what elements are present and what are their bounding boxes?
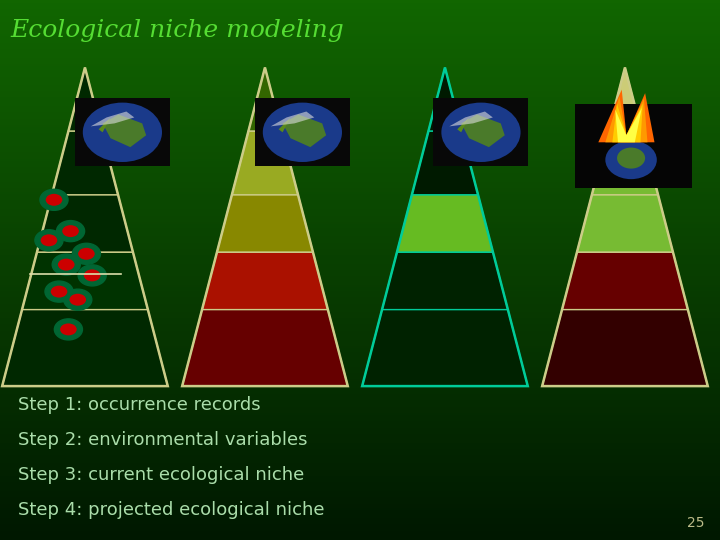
Circle shape	[68, 293, 87, 307]
Polygon shape	[592, 131, 658, 195]
Polygon shape	[457, 117, 469, 132]
Polygon shape	[412, 131, 478, 195]
Circle shape	[35, 230, 63, 251]
Polygon shape	[22, 252, 148, 309]
Polygon shape	[612, 104, 643, 142]
Polygon shape	[182, 309, 348, 386]
Circle shape	[57, 221, 85, 241]
FancyBboxPatch shape	[575, 104, 692, 188]
Polygon shape	[103, 114, 146, 147]
Circle shape	[606, 140, 657, 179]
Polygon shape	[99, 117, 111, 132]
Circle shape	[78, 265, 107, 286]
Polygon shape	[382, 252, 508, 309]
Circle shape	[59, 322, 78, 336]
Text: Step 4: projected ecological niche: Step 4: projected ecological niche	[18, 501, 325, 519]
Circle shape	[64, 289, 92, 310]
Circle shape	[61, 224, 80, 238]
Polygon shape	[91, 111, 134, 126]
Circle shape	[83, 103, 162, 162]
Text: Step 1: occurrence records: Step 1: occurrence records	[18, 396, 261, 414]
Polygon shape	[608, 68, 642, 131]
Text: 25: 25	[687, 516, 704, 530]
Polygon shape	[606, 97, 647, 142]
Circle shape	[45, 193, 63, 207]
Circle shape	[55, 319, 82, 340]
Circle shape	[52, 254, 81, 275]
Circle shape	[57, 258, 76, 272]
Circle shape	[77, 247, 96, 261]
Circle shape	[83, 268, 102, 282]
Polygon shape	[52, 131, 118, 195]
Circle shape	[263, 103, 342, 162]
Text: Step 2: environmental variables: Step 2: environmental variables	[18, 431, 307, 449]
Circle shape	[441, 103, 521, 162]
Polygon shape	[271, 111, 314, 126]
Polygon shape	[68, 68, 102, 131]
Polygon shape	[428, 68, 462, 131]
Polygon shape	[232, 131, 298, 195]
FancyBboxPatch shape	[433, 98, 528, 166]
Polygon shape	[248, 68, 282, 131]
Circle shape	[45, 281, 73, 302]
Polygon shape	[615, 108, 642, 142]
Polygon shape	[362, 309, 528, 386]
Polygon shape	[449, 111, 492, 126]
Circle shape	[617, 147, 645, 168]
Polygon shape	[282, 114, 326, 147]
Polygon shape	[462, 114, 505, 147]
FancyBboxPatch shape	[75, 98, 170, 166]
Polygon shape	[279, 117, 290, 132]
Polygon shape	[542, 309, 708, 386]
Polygon shape	[2, 309, 168, 386]
Circle shape	[40, 190, 68, 210]
Circle shape	[50, 285, 68, 299]
Circle shape	[72, 243, 101, 264]
Polygon shape	[577, 195, 673, 252]
Circle shape	[40, 233, 58, 247]
Polygon shape	[37, 195, 133, 252]
Polygon shape	[202, 252, 328, 309]
Text: Ecological niche modeling: Ecological niche modeling	[11, 19, 345, 42]
Text: Step 3: current ecological niche: Step 3: current ecological niche	[18, 466, 305, 484]
Polygon shape	[397, 195, 493, 252]
Polygon shape	[217, 195, 313, 252]
Polygon shape	[562, 252, 688, 309]
Polygon shape	[598, 90, 654, 142]
FancyBboxPatch shape	[255, 98, 350, 166]
